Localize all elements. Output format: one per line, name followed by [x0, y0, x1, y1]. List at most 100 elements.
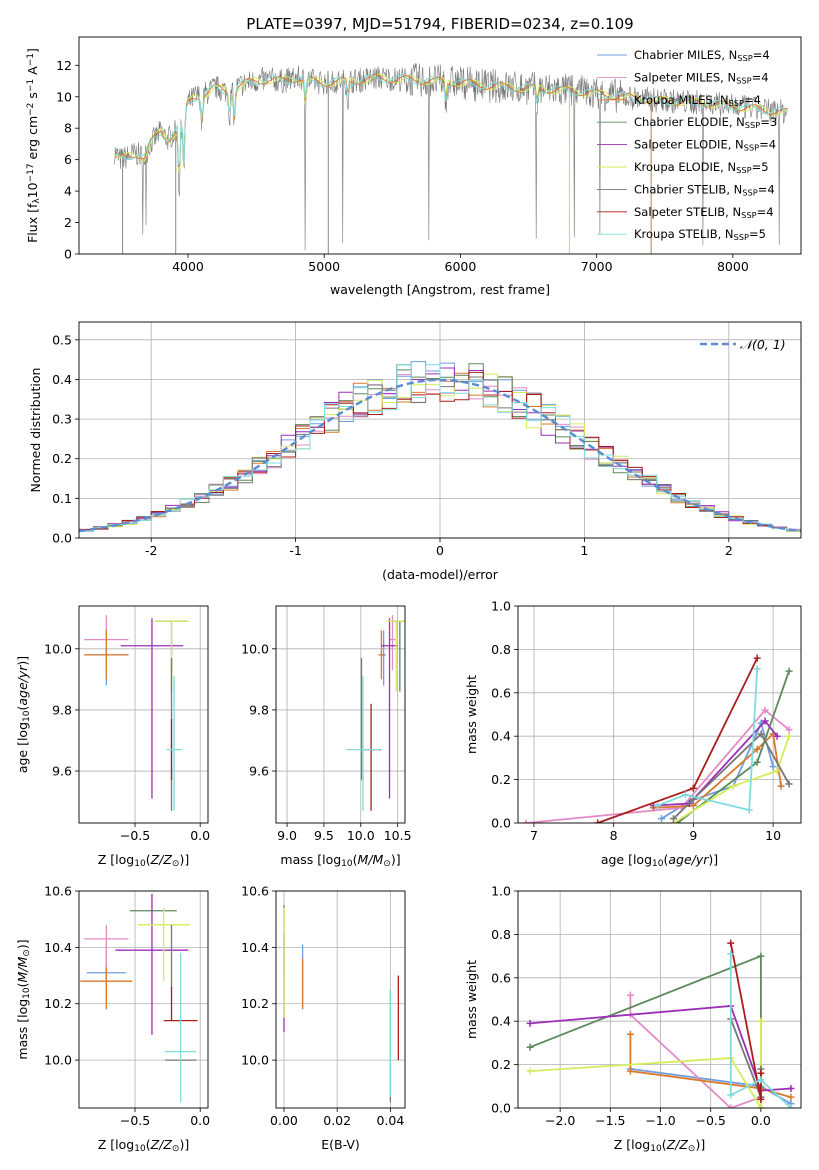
x-axis-label: wavelength [Angstrom, rest frame]	[330, 282, 550, 297]
axes-spectrum: 4000 5000 6000 7000 8000 0 2 4 6 8 10 12	[56, 58, 749, 274]
axes-massweight_vs_Z: −2.0 −1.5 −1.0 −0.5 0.0 0.0 0.2 0.4 0.6 0.8 1.0	[491, 884, 801, 1128]
y-tick-label: 10.0	[241, 1053, 269, 1068]
weight-marker	[594, 819, 602, 823]
y-axis-label-part: −17	[26, 163, 36, 182]
y-tick-label: 9.8	[52, 702, 72, 717]
y-tick-label: 0.4	[52, 372, 72, 387]
x-axis-label-part: (	[146, 852, 151, 867]
y-tick-label: 8	[64, 121, 72, 136]
legend-entry-part: SSP	[744, 143, 759, 153]
x-axis-label-part: Z/Z	[150, 1137, 173, 1152]
legend-entry-part: Chabrier MILES, N	[634, 48, 737, 62]
x-tick-label: 10.5	[384, 828, 412, 843]
x-tick-label: 10	[765, 828, 781, 843]
legend-entry: Salpeter STELIB, NSSP=4	[634, 205, 774, 220]
weight-marker	[757, 1069, 765, 1077]
weight-marker	[777, 782, 785, 790]
x-axis-label-part: 10	[134, 1144, 146, 1154]
weight-marker	[757, 1076, 765, 1084]
y-tick-label: 9.8	[249, 702, 269, 717]
y-axis-label-part: M/M	[15, 956, 30, 982]
x-axis-label-part: Z [log	[98, 1137, 134, 1152]
x-axis-label: mass [log10(M/M⊙)]	[280, 852, 400, 869]
y-axis-label-part: age/yr	[15, 665, 30, 706]
y-axis-label-part: Flux [f	[25, 203, 40, 243]
x-tick-label: 1	[580, 543, 588, 558]
panels: 4000 5000 6000 7000 8000024681012wavelength …	[15, 36, 802, 1154]
legend-entry-part: Kroupa MILES, N	[634, 93, 729, 107]
legend-entry-part: Kroupa STELIB, N	[634, 227, 734, 241]
x-axis-label-part: Z [log	[98, 852, 134, 867]
x-tick-label: 7	[530, 828, 538, 843]
y-tick-label: 0.0	[491, 816, 511, 831]
y-axis-label-part: −2	[26, 103, 36, 116]
x-tick-label: 9	[689, 828, 697, 843]
x-axis-label-part: )]	[695, 1137, 705, 1152]
legend-entry-part: SSP	[745, 120, 760, 130]
x-axis-label-part: M/M	[358, 852, 384, 867]
weight-marker	[681, 791, 689, 799]
legend-entry: Kroupa STELIB, NSSP=5	[634, 227, 766, 242]
x-tick-label: -1	[289, 543, 301, 558]
x-tick-label: 0.0	[190, 1113, 210, 1128]
weight-marker	[787, 1084, 795, 1092]
y-tick-label: 2	[64, 215, 72, 230]
y-axis-label-part: 10	[25, 182, 40, 198]
legend-entry-part: SSP	[741, 210, 756, 220]
x-axis-label-part: (	[663, 852, 668, 867]
weight-marker	[626, 991, 634, 999]
weight-line	[653, 719, 778, 807]
y-tick-label: 10.6	[241, 884, 269, 899]
weight-marker	[753, 758, 761, 766]
y-tick-label: 10.0	[44, 641, 72, 656]
weight-marker	[757, 952, 765, 960]
legend-entry-part: =4	[758, 182, 775, 196]
x-axis-label-part: ⊙	[383, 859, 391, 869]
y-tick-label: 0.3	[52, 412, 72, 427]
legend-entry-part: =3	[760, 115, 777, 129]
weight-marker	[727, 939, 735, 947]
x-tick-label: 0	[436, 543, 444, 558]
legend-entry-part: Chabrier ELODIE, N	[634, 115, 745, 129]
errorbars-age_vs_mass	[346, 615, 405, 811]
x-tick-label: −2.0	[545, 1113, 575, 1128]
y-axis-label-part: −1	[26, 53, 36, 66]
y-tick-label: 0.4	[491, 1014, 511, 1029]
weight-marker	[761, 706, 769, 714]
legend-entry-part: =5	[749, 227, 766, 241]
legend-entry: 𝒩(0, 1)	[740, 337, 786, 352]
y-tick-label: 4	[64, 184, 72, 199]
y-tick-label: 0.2	[52, 451, 72, 466]
x-tick-label: -2	[145, 543, 157, 558]
x-tick-label: 9.0	[277, 828, 297, 843]
x-tick-label: 0.0	[190, 828, 210, 843]
x-axis-label-part: )]	[179, 852, 189, 867]
legend-entry-part: =4	[744, 93, 761, 107]
weight-line	[525, 708, 790, 823]
y-tick-label: 10.2	[241, 996, 269, 1011]
y-axis-label-part: mass [log	[15, 999, 30, 1060]
histogram-lines	[79, 361, 801, 533]
spectrum-lines	[114, 62, 788, 254]
x-tick-label: −0.5	[120, 1113, 150, 1128]
y-tick-label: 0.0	[52, 531, 72, 546]
x-axis-label-part: )]	[708, 852, 718, 867]
x-tick-label: 5000	[308, 259, 340, 274]
y-tick-label: 10	[56, 89, 72, 104]
x-axis-label: (data-model)/error	[382, 567, 499, 582]
figure-title: PLATE=0397, MJD=51794, FIBERID=0234, z=0…	[246, 15, 633, 33]
x-axis-label-part: age [log	[601, 852, 652, 867]
y-tick-label: 10.4	[241, 940, 269, 955]
weight-line	[529, 1021, 762, 1108]
x-axis-label-part: (	[353, 852, 358, 867]
legend-entry-part: SSP	[736, 165, 751, 175]
y-axis-label-part: (	[15, 982, 30, 987]
y-axis-label-part: age [log	[15, 722, 30, 773]
x-axis-label-part: (	[146, 1137, 151, 1152]
x-tick-label: 4000	[172, 259, 204, 274]
weight-marker	[526, 1067, 534, 1075]
x-axis-label-part: Z/Z	[150, 852, 173, 867]
weight-line	[672, 732, 790, 820]
weight-marker	[626, 1030, 634, 1038]
